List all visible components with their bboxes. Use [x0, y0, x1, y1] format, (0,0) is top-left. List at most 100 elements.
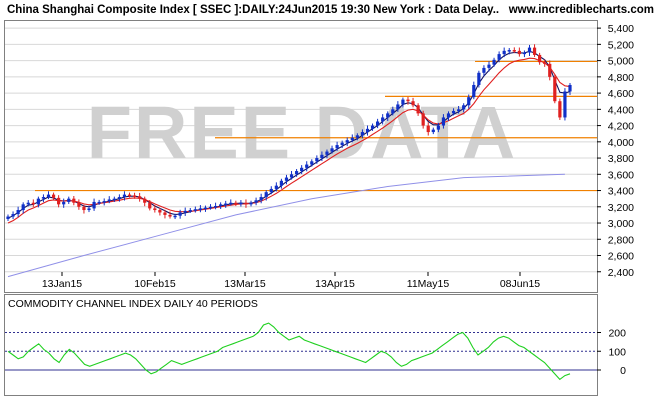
price-tick-label: 3,000 [608, 218, 634, 230]
date-tick-label: 13Jan15 [42, 278, 82, 290]
price-y-axis: 2,400 2,600 2,800 3,000 3,200 3,400 3,600 3,800… [597, 23, 634, 279]
candle-body [381, 117, 385, 122]
candle-body [411, 101, 415, 106]
candle-body [320, 154, 324, 159]
price-tick-label: 4,200 [608, 121, 634, 133]
price-tick-label: 2,800 [608, 234, 634, 246]
price-panel-frame [4, 20, 598, 293]
candle-body [543, 62, 547, 64]
candle-body [446, 113, 451, 118]
watermark: FREE DATA [87, 91, 517, 174]
cci-tick-label: 100 [608, 346, 626, 358]
candle-body [148, 202, 152, 209]
candle-body [178, 212, 182, 216]
candle-body [21, 204, 25, 211]
candle-body [492, 59, 496, 65]
candle-body [239, 202, 243, 205]
candle-body [107, 199, 111, 202]
price-tick-label: 3,400 [608, 186, 634, 198]
candle-body [259, 197, 263, 201]
candle-body [163, 212, 167, 215]
candle-body [512, 50, 516, 52]
date-tick-label: 11May15 [407, 278, 450, 290]
candle-body [507, 50, 511, 52]
candle-body [370, 125, 375, 129]
moving-averages [7, 50, 571, 278]
candle-body [26, 202, 30, 205]
candle-body [102, 201, 106, 203]
candle-body [153, 208, 157, 211]
candle-body [467, 97, 471, 106]
horizontal-levels [35, 60, 597, 192]
candle-body [396, 104, 400, 110]
candle-body [365, 128, 370, 133]
price-tick-label: 5,400 [608, 23, 634, 35]
candle-body [143, 198, 147, 203]
candle-body [345, 140, 349, 143]
candle-body [244, 202, 248, 205]
candle-body [431, 129, 435, 133]
date-x-axis: 13Jan15 10Feb15 13Mar15 13Apr15 11May15 08Jun… [42, 272, 540, 290]
candle-body [249, 202, 253, 205]
cci-title: COMMODITY CHANNEL INDEX DAILY 40 PERIODS [8, 298, 258, 310]
price-tick-label: 5,200 [608, 39, 634, 51]
candle-body [315, 158, 319, 162]
candle-body [517, 50, 521, 55]
candle-body [6, 216, 10, 219]
candle-body [487, 64, 491, 68]
candle-body [203, 207, 208, 210]
candle-body [168, 214, 172, 217]
candle-body [183, 210, 187, 213]
candle-body [426, 125, 430, 133]
candle-body [92, 201, 96, 209]
candle-body [46, 194, 51, 198]
candle-body [224, 203, 228, 206]
candle-body [563, 91, 567, 118]
candle-body [325, 151, 329, 155]
candle-body [36, 198, 40, 205]
candle-body [548, 63, 552, 77]
candle-body [386, 113, 390, 118]
candle-body [340, 142, 344, 146]
candle-body [376, 121, 380, 126]
candle-body [462, 105, 466, 110]
candle-body [416, 105, 420, 114]
candle-body [132, 195, 137, 197]
candle-body [16, 210, 20, 215]
candle-body [193, 209, 197, 211]
candle-body [188, 210, 192, 212]
candle-body [477, 72, 481, 85]
candle-body [284, 177, 289, 181]
candle-body [72, 198, 76, 203]
cci-line-layer [7, 322, 571, 381]
candle-body [401, 99, 405, 105]
candle-body [41, 197, 46, 199]
candle-body [62, 201, 66, 205]
site-link[interactable]: www.incrediblecharts.com [508, 4, 654, 16]
candle-body [335, 145, 339, 149]
candle-body [112, 198, 116, 201]
candle-body [538, 54, 542, 63]
candle-body [305, 164, 309, 168]
candle-body [77, 202, 81, 207]
cci-reference-lines [5, 332, 597, 371]
candle-body [406, 99, 410, 102]
price-tick-label: 3,800 [608, 153, 634, 165]
price-tick-label: 4,400 [608, 104, 634, 116]
candle-body [87, 208, 91, 211]
candle-body [310, 161, 314, 165]
candle-body [254, 200, 258, 203]
candle-body [532, 47, 537, 55]
candle-body [451, 110, 456, 114]
candle-body [31, 202, 35, 205]
candle-body [138, 196, 142, 199]
candle-body [421, 113, 425, 126]
candle-body [122, 194, 127, 198]
candle-body [502, 50, 506, 55]
candle-body [67, 198, 71, 202]
price-tick-label: 3,600 [608, 169, 634, 181]
watermark-layer: FREE DATA [87, 91, 517, 174]
candle-body [173, 215, 177, 218]
